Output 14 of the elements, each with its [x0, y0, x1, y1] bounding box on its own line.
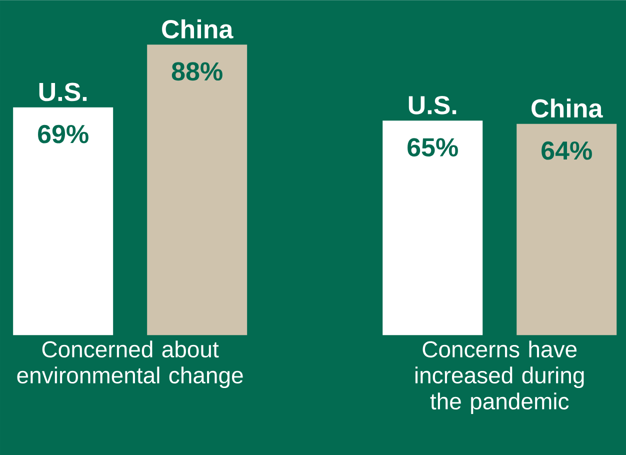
data-label: 69% — [38, 124, 88, 144]
series-label: China — [532, 98, 603, 118]
x-tick-label: Concerned about environmental change — [17, 340, 243, 388]
data-label: 64% — [542, 141, 592, 160]
series-label: U.S. — [39, 82, 87, 102]
text: U.S. — [408, 96, 456, 114]
bar — [13, 107, 114, 336]
data-label: 65% — [408, 138, 458, 156]
bar — [382, 120, 483, 336]
text: China — [162, 19, 234, 38]
x-tick-label: Concerns have increased during the pandemic — [415, 340, 584, 414]
bar — [516, 124, 617, 336]
bar — [147, 44, 248, 336]
data-label: 88% — [172, 62, 222, 81]
